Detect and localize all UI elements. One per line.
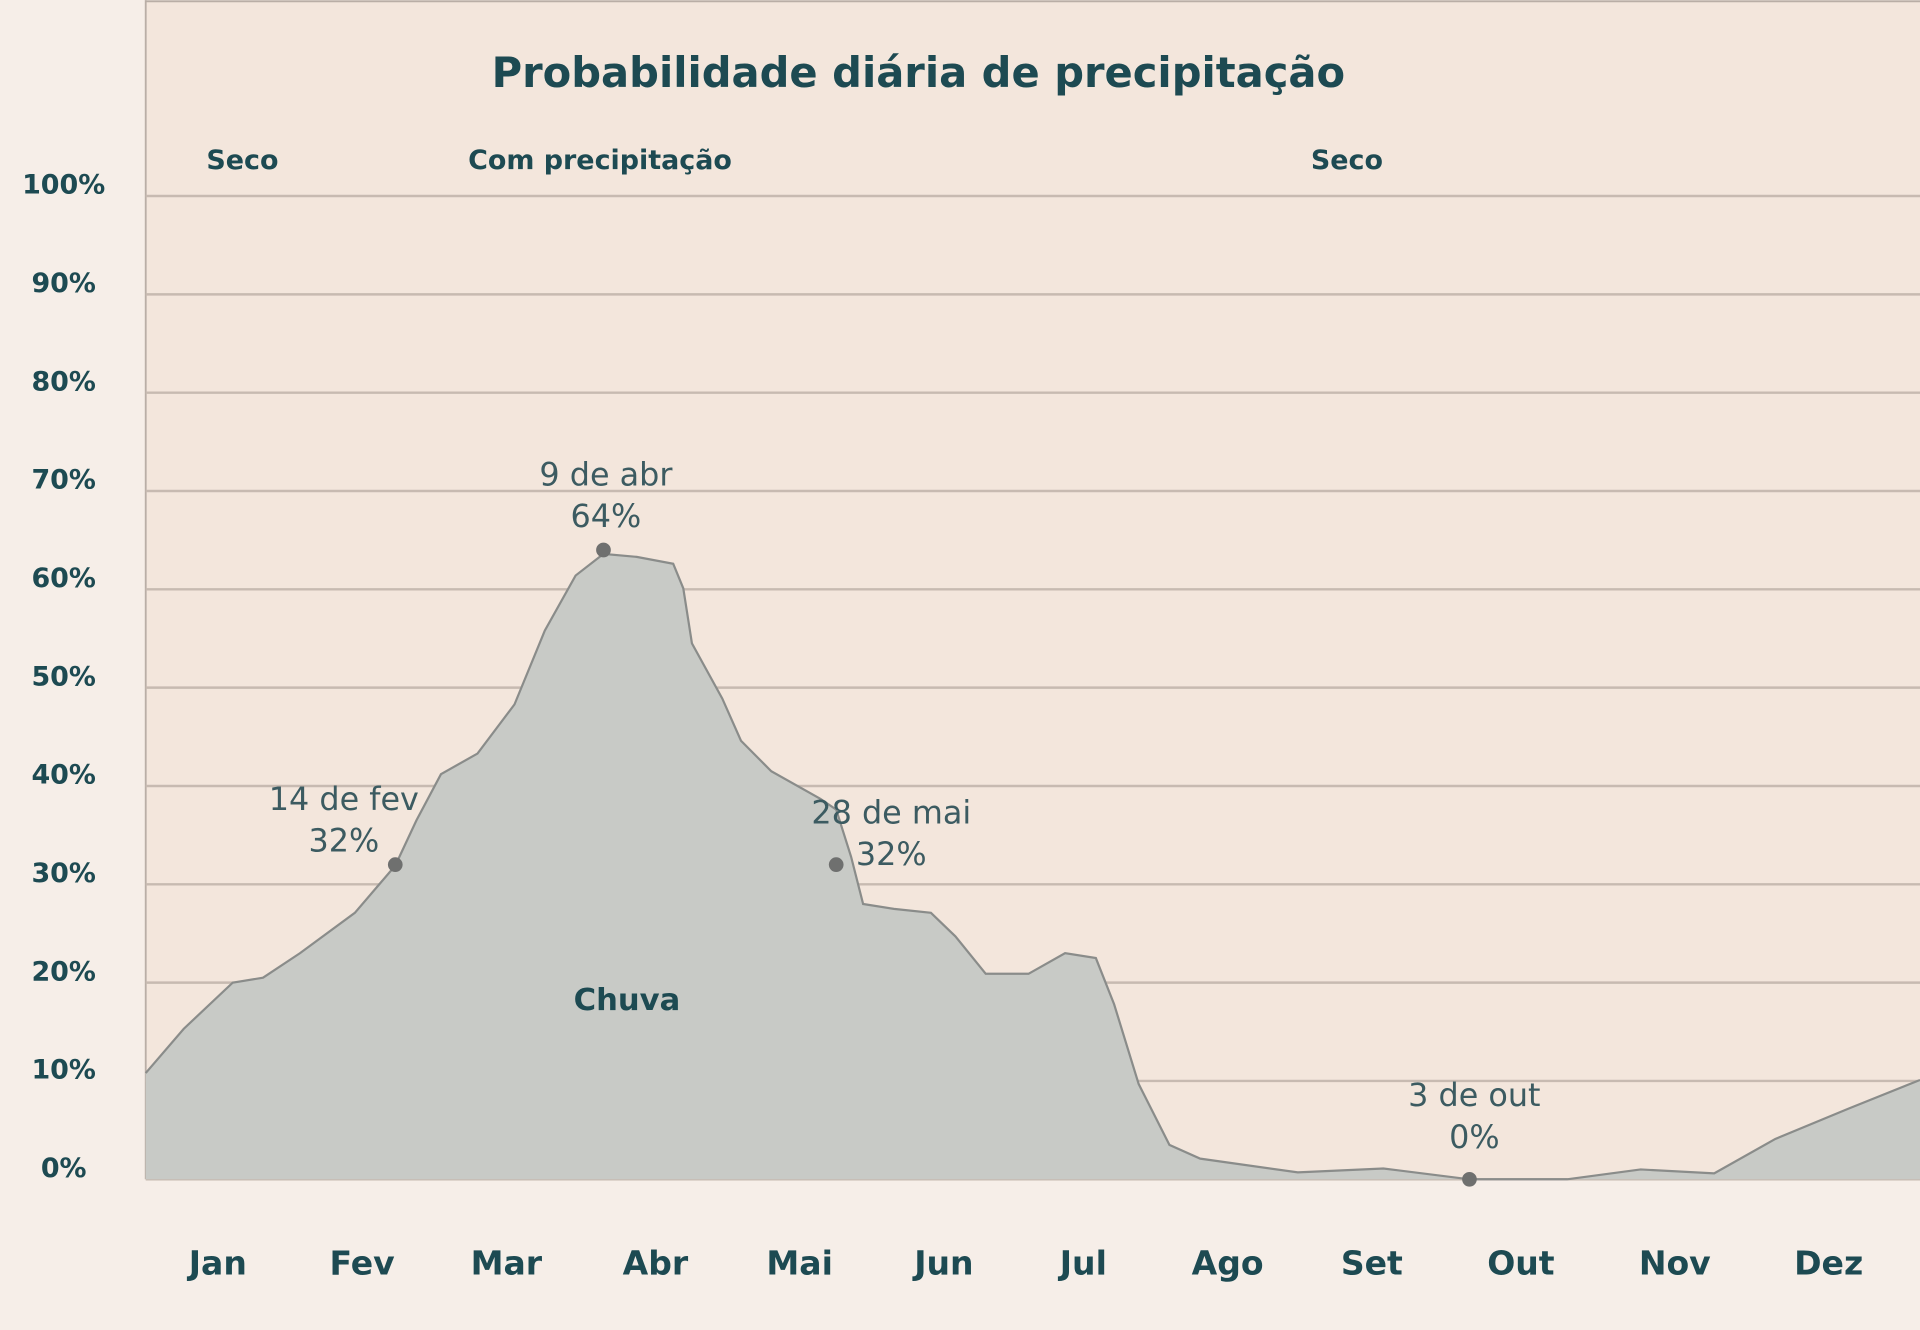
annotation-label: 3 de out <box>1408 1076 1540 1114</box>
x-tick-label: Mai <box>766 1244 833 1283</box>
band-label: Com precipitação <box>468 145 732 176</box>
x-tick-label: Jul <box>1058 1244 1107 1283</box>
x-tick-label: Jan <box>187 1244 247 1283</box>
area-fill <box>145 553 1920 1180</box>
x-tick-label: Jun <box>912 1244 973 1283</box>
annotation-label: 28 de mai <box>811 793 971 831</box>
annotation-dot <box>387 857 403 872</box>
y-tick-label: 90% <box>31 268 95 299</box>
annotation-label: 14 de fev <box>269 780 419 818</box>
annotation-dot <box>1462 1171 1477 1187</box>
area-line <box>144 552 1920 1181</box>
x-tick-label: Nov <box>1639 1244 1711 1283</box>
y-tick-label: 30% <box>31 858 95 889</box>
x-tick-label: Dez <box>1794 1244 1863 1283</box>
x-tick-label: Mar <box>471 1244 543 1283</box>
annotation-dot <box>596 542 611 558</box>
y-tick-label: 20% <box>31 956 95 987</box>
annotation-value: 32% <box>308 822 379 860</box>
y-tick-label: 60% <box>31 563 95 594</box>
annotation-label: 9 de abr <box>539 456 673 494</box>
x-tick-label: Out <box>1487 1244 1555 1283</box>
x-tick-label: Ago <box>1192 1244 1264 1283</box>
x-tick-label: Set <box>1341 1244 1403 1283</box>
y-tick-label: 0% <box>41 1153 87 1184</box>
x-tick-label: Fev <box>329 1244 395 1283</box>
area-label: Chuva <box>574 983 681 1018</box>
band-label: Seco <box>1311 145 1383 176</box>
y-tick-label: 50% <box>31 661 95 692</box>
y-tick-label: 10% <box>31 1055 95 1086</box>
annotation-value: 0% <box>1449 1118 1500 1156</box>
y-tick-label: 40% <box>31 760 95 791</box>
annotation-dot <box>828 857 844 872</box>
chart-title: Probabilidade diária de precipitação <box>492 48 1345 97</box>
annotation-value: 32% <box>856 835 927 873</box>
x-tick-label: Abr <box>623 1244 689 1283</box>
y-tick-label: 70% <box>31 465 95 496</box>
y-tick-label: 80% <box>31 366 95 397</box>
annotation-value: 64% <box>571 497 642 535</box>
y-tick-label: 100% <box>22 170 105 201</box>
band-label: Seco <box>206 145 278 176</box>
